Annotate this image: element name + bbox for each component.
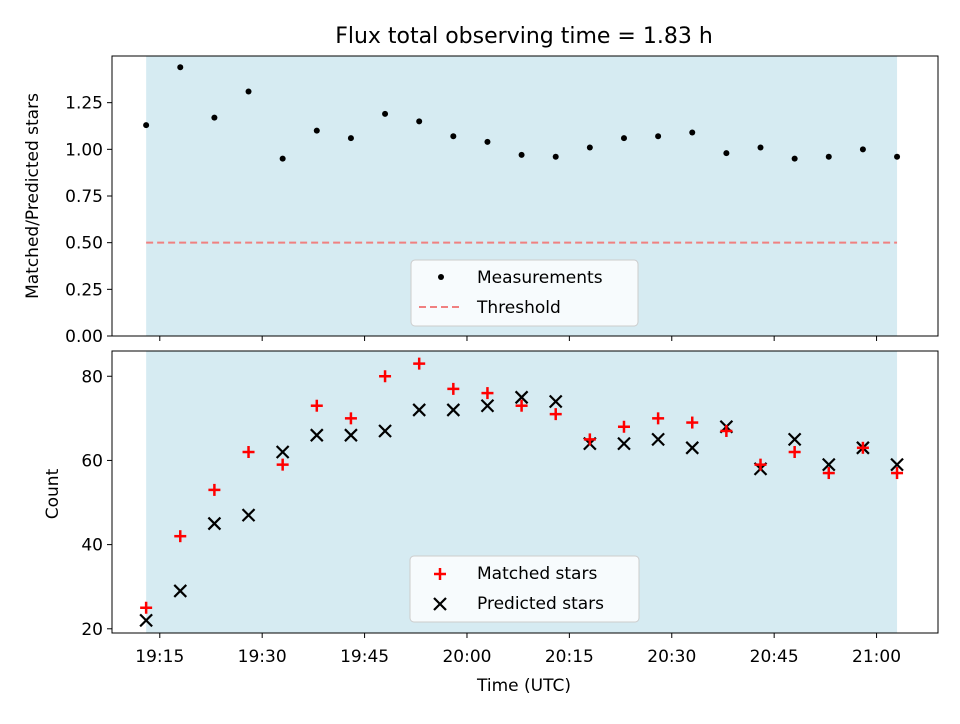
measurement-point bbox=[450, 133, 456, 139]
top-ytick-label: 0.00 bbox=[65, 327, 103, 347]
top-ytick-label: 1.00 bbox=[65, 140, 103, 160]
measurement-point bbox=[143, 122, 149, 128]
bottom-x-axis: 19:15 19:30 19:45 20:00 20:15 20:30 20:45 21:00 bbox=[135, 633, 901, 667]
x-axis-label: Time (UTC) bbox=[476, 676, 571, 696]
bottom-y-axis: 20 40 60 80 bbox=[81, 367, 112, 640]
top-y-axis: 0.00 0.25 0.50 0.75 1.00 1.25 bbox=[65, 94, 112, 347]
measurement-point bbox=[177, 64, 183, 70]
xtick-label: 19:15 bbox=[135, 647, 184, 667]
top-ytick-label: 0.75 bbox=[65, 187, 103, 207]
top-ytick-label: 0.25 bbox=[65, 280, 103, 300]
measurement-point bbox=[655, 133, 661, 139]
xtick-label: 21:00 bbox=[852, 647, 901, 667]
bot-ytick-label: 60 bbox=[81, 451, 103, 471]
measurement-point bbox=[416, 118, 422, 124]
measurement-point bbox=[758, 144, 764, 150]
xtick-label: 19:45 bbox=[340, 647, 389, 667]
top-y-axis-label: Matched/Predicted stars bbox=[23, 93, 43, 299]
measurement-point bbox=[211, 115, 217, 121]
measurement-point bbox=[723, 150, 729, 156]
bot-ytick-label: 80 bbox=[81, 367, 103, 387]
top-x-axis bbox=[160, 336, 877, 341]
xtick-label: 20:00 bbox=[442, 647, 491, 667]
measurement-point bbox=[860, 146, 866, 152]
xtick-label: 20:30 bbox=[647, 647, 696, 667]
measurement-point bbox=[484, 139, 490, 145]
xtick-label: 19:30 bbox=[238, 647, 287, 667]
legend-predicted-label: Predicted stars bbox=[477, 594, 604, 614]
measurement-point bbox=[826, 154, 832, 160]
legend-threshold-label: Threshold bbox=[476, 298, 561, 318]
xtick-label: 20:15 bbox=[545, 647, 594, 667]
xtick-label: 20:45 bbox=[750, 647, 799, 667]
top-legend: Measurements Threshold bbox=[411, 260, 638, 326]
measurement-point bbox=[894, 154, 900, 160]
figure: 0.00 0.25 0.50 0.75 1.00 1.25 Flux total obse… bbox=[0, 0, 960, 720]
legend-matched-label: Matched stars bbox=[477, 564, 597, 584]
bottom-y-axis-label: Count bbox=[43, 468, 63, 519]
measurement-point bbox=[348, 135, 354, 141]
measurement-point bbox=[587, 144, 593, 150]
measurement-point bbox=[314, 128, 320, 134]
chart-title: Flux total observing time = 1.83 h bbox=[335, 24, 713, 49]
bot-ytick-label: 20 bbox=[81, 620, 103, 640]
ratio-panel: 0.00 0.25 0.50 0.75 1.00 1.25 Flux total obse… bbox=[23, 24, 938, 347]
measurement-point bbox=[382, 111, 388, 117]
measurement-point bbox=[689, 130, 695, 136]
legend-measurements-label: Measurements bbox=[477, 268, 603, 288]
bot-ytick-label: 40 bbox=[81, 536, 103, 556]
measurement-point bbox=[621, 135, 627, 141]
top-ytick-label: 1.25 bbox=[65, 94, 103, 114]
count-panel: 20 40 60 80 19:15 19:30 19:45 20:00 20:15 20:30 2… bbox=[43, 351, 938, 696]
measurement-point bbox=[246, 88, 252, 94]
measurement-point bbox=[553, 154, 559, 160]
legend-measurements-marker bbox=[438, 274, 444, 280]
top-ytick-label: 0.50 bbox=[65, 234, 103, 254]
measurement-point bbox=[280, 156, 286, 162]
bottom-legend: Matched stars Predicted stars bbox=[410, 556, 639, 622]
measurement-point bbox=[519, 152, 525, 158]
measurement-point bbox=[792, 156, 798, 162]
